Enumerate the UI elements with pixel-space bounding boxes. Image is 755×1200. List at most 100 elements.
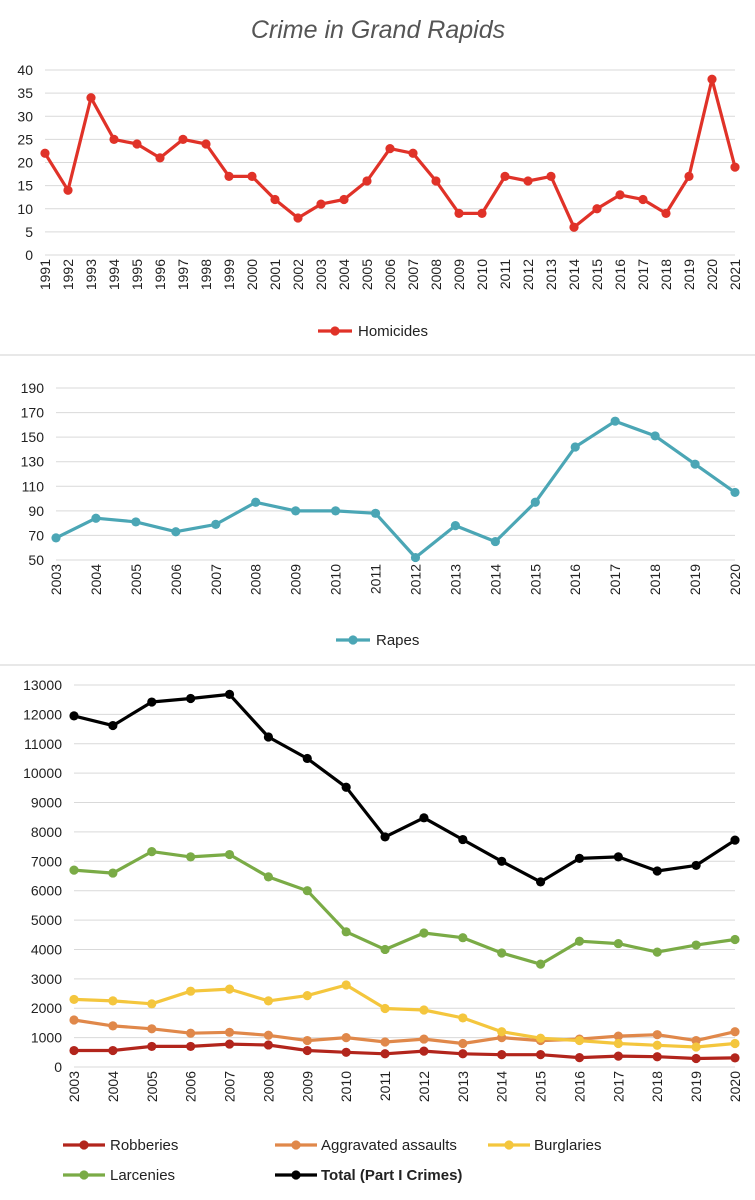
- data-point: [224, 171, 234, 181]
- data-point: [458, 1038, 468, 1049]
- data-point: [574, 1052, 585, 1063]
- data-point: [497, 948, 507, 958]
- data-point: [613, 938, 623, 949]
- y-tick-label: 5: [25, 224, 33, 240]
- y-tick-label: 10000: [23, 765, 62, 781]
- data-point: [186, 852, 196, 862]
- data-point: [385, 144, 395, 154]
- data-point: [362, 176, 372, 186]
- x-tick-label: 2006: [183, 1071, 199, 1102]
- series-line-robberies: [72, 1042, 737, 1061]
- data-point: [330, 506, 341, 516]
- data-point: [530, 497, 540, 507]
- x-tick-label: 1996: [152, 259, 168, 290]
- x-tick-label: 2004: [88, 564, 104, 595]
- x-tick-label: 2005: [359, 259, 375, 290]
- data-point: [132, 139, 142, 149]
- data-point: [40, 148, 50, 158]
- data-point: [497, 1027, 507, 1037]
- x-tick-label: 2010: [338, 1071, 354, 1102]
- data-point: [69, 1045, 79, 1056]
- x-tick-label: 2009: [299, 1071, 315, 1102]
- x-tick-label: 2011: [368, 564, 384, 594]
- data-point: [302, 1035, 312, 1046]
- series-line-total-part-i-crimes: [72, 692, 737, 884]
- x-tick-label: 2012: [520, 259, 536, 290]
- data-point: [302, 1045, 312, 1056]
- data-point: [458, 933, 468, 943]
- x-tick-label: 1992: [60, 259, 76, 290]
- data-point: [302, 990, 312, 1001]
- y-tick-label: 130: [21, 454, 45, 470]
- data-point: [730, 1027, 740, 1037]
- data-point: [691, 1035, 701, 1046]
- x-tick-label: 2017: [635, 259, 651, 290]
- x-tick-label: 2021: [727, 259, 743, 290]
- x-tick-label: 2008: [260, 1071, 276, 1102]
- x-tick-label: 2016: [571, 1071, 587, 1102]
- x-tick-label: 2004: [105, 1071, 121, 1102]
- y-tick-label: 2000: [31, 1000, 62, 1016]
- data-point: [408, 148, 418, 158]
- legend-label: Aggravated assaults: [321, 1137, 457, 1154]
- legend-label: Larcenies: [110, 1167, 175, 1184]
- data-point: [730, 487, 740, 498]
- y-tick-label: 0: [54, 1059, 62, 1075]
- data-point: [380, 1037, 390, 1047]
- x-tick-label: 2018: [647, 564, 663, 595]
- data-point: [263, 732, 274, 742]
- x-tick-label: 2018: [658, 259, 674, 290]
- data-point: [574, 1035, 585, 1046]
- data-point: [613, 1051, 623, 1061]
- x-tick-label: 2011: [497, 259, 513, 289]
- y-tick-label: 25: [17, 131, 33, 147]
- data-point: [610, 416, 620, 426]
- x-tick-label: 2008: [428, 259, 444, 290]
- data-point: [546, 171, 556, 181]
- x-tick-label: 1994: [106, 259, 122, 290]
- data-point: [341, 927, 351, 937]
- data-point: [497, 1050, 507, 1060]
- data-point: [497, 856, 507, 866]
- data-point: [69, 1015, 79, 1025]
- data-point: [51, 533, 61, 543]
- data-point: [380, 944, 390, 955]
- data-point: [69, 994, 79, 1005]
- x-tick-label: 2003: [66, 1071, 82, 1102]
- data-point: [63, 185, 73, 195]
- y-tick-label: 170: [21, 405, 45, 421]
- x-tick-label: 2003: [48, 564, 64, 595]
- x-tick-label: 2008: [248, 564, 264, 595]
- data-point: [490, 536, 500, 547]
- data-point: [339, 194, 349, 205]
- x-tick-label: 2012: [416, 1071, 432, 1102]
- x-tick-label: 2015: [527, 564, 543, 595]
- x-tick-label: 2005: [144, 1071, 160, 1102]
- x-tick-label: 2000: [244, 259, 260, 290]
- legend-marker: [291, 1170, 301, 1180]
- x-tick-label: 2007: [208, 564, 224, 595]
- y-tick-label: 3000: [31, 971, 62, 987]
- data-point: [707, 74, 717, 84]
- y-tick-label: 0: [25, 247, 33, 263]
- data-point: [147, 1024, 157, 1034]
- y-tick-label: 40: [17, 62, 33, 78]
- data-point: [638, 194, 648, 205]
- data-point: [263, 1030, 274, 1040]
- data-point: [270, 194, 280, 205]
- data-point: [341, 1033, 351, 1043]
- y-tick-label: 90: [28, 503, 44, 519]
- x-tick-label: 1998: [198, 259, 214, 290]
- x-tick-label: 2020: [727, 1071, 743, 1102]
- data-point: [263, 872, 274, 882]
- data-point: [684, 171, 694, 181]
- data-point: [108, 1021, 118, 1031]
- y-tick-label: 1000: [31, 1030, 62, 1046]
- data-point: [108, 996, 118, 1006]
- x-tick-label: 2007: [222, 1071, 238, 1102]
- series-line-homicides: [43, 77, 737, 229]
- x-tick-label: 2002: [290, 259, 306, 290]
- legend-marker: [348, 635, 358, 645]
- series-line-aggravated-assaults: [72, 1018, 737, 1046]
- data-point: [613, 852, 623, 862]
